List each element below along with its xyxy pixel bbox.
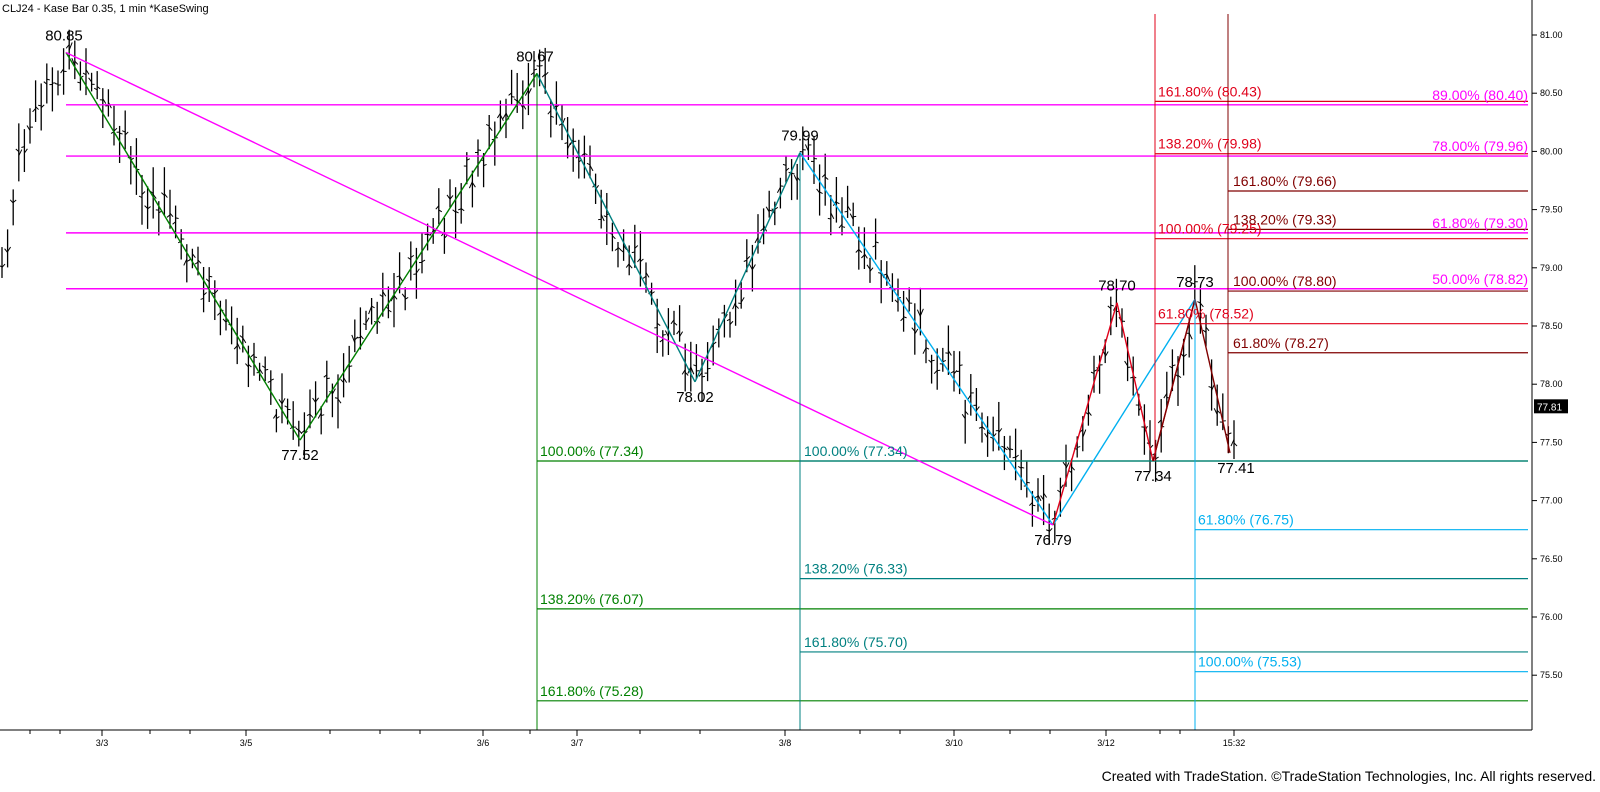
swing-line	[300, 73, 537, 440]
chart-labels: 89.00% (80.40) 78.00% (79.96) 61.80% (79.3…	[45, 27, 1528, 698]
swing-line	[66, 52, 300, 440]
bar-close-tick	[1021, 467, 1024, 468]
bar-close-tick	[349, 366, 352, 367]
bar-close-tick	[209, 276, 212, 277]
swing-point-label: 77.41	[1217, 460, 1255, 477]
bar-open-tick	[357, 337, 360, 338]
chart-title: CLJ24 - Kase Bar 0.35, 1 min *KaseSwing	[2, 3, 209, 15]
y-tick-label: 79.00	[1540, 263, 1563, 273]
swing-point-label: 80.67	[516, 48, 554, 65]
fib-label: 61.80% (78.52)	[1158, 306, 1254, 322]
fib-label: 138.20% (76.07)	[540, 591, 644, 607]
y-tick-label: 75.50	[1540, 670, 1563, 680]
y-tick-label: 79.50	[1540, 205, 1563, 215]
price-axis: 81.00 80.50 80.00 79.50 79.00 78.50 78.00 77.50…	[1532, 0, 1568, 730]
swing-point-label: 79.99	[781, 128, 819, 145]
bar-open-tick	[335, 398, 338, 399]
x-tick-label: 3/3	[96, 738, 109, 748]
bar-open-tick	[537, 66, 540, 67]
swing-line	[537, 73, 695, 381]
bar-close-tick	[254, 357, 257, 358]
bar-close-tick	[478, 150, 481, 151]
fib-label: 100.00% (75.53)	[1198, 654, 1302, 670]
fib-label: 100.00% (78.80)	[1233, 273, 1337, 289]
swing-line	[1117, 303, 1153, 461]
fib-label: 161.80% (79.66)	[1233, 173, 1337, 189]
y-tick-label: 80.50	[1540, 88, 1563, 98]
bar-open-tick	[828, 218, 831, 219]
swing-point-label: 80.85	[45, 27, 83, 44]
swing-point-label: 78.02	[676, 389, 714, 406]
fib-label: 138.20% (76.33)	[804, 561, 908, 577]
fib-label: 138.20% (79.98)	[1158, 136, 1262, 152]
time-axis: 3/3 3/5 3/6 3/7 3/8 3/10 3/12 15:32	[0, 730, 1532, 748]
fib-label: 100.00% (77.34)	[804, 443, 908, 459]
swing-line	[1195, 299, 1230, 453]
y-tick-label: 80.00	[1540, 146, 1563, 156]
price-bars	[0, 30, 1237, 545]
swing-line	[1053, 303, 1117, 525]
x-tick-label: 3/8	[779, 738, 792, 748]
bar-close-tick	[960, 365, 963, 366]
bar-close-tick	[1027, 482, 1030, 483]
fib-label: 61.80% (76.75)	[1198, 512, 1294, 528]
fib-label: 89.00% (80.40)	[1432, 87, 1528, 103]
fib-label: 161.80% (80.43)	[1158, 83, 1262, 99]
y-tick-label: 77.00	[1540, 496, 1563, 506]
x-tick-label: 3/10	[945, 738, 963, 748]
fib-label: 78.00% (79.96)	[1432, 138, 1528, 154]
bar-open-tick	[800, 151, 803, 152]
bar-close-tick	[265, 369, 268, 370]
bar-open-tick	[38, 105, 41, 106]
bar-open-tick	[55, 84, 58, 85]
swing-lines	[66, 14, 1230, 730]
swing-point-label: 77.52	[281, 447, 319, 464]
bar-open-tick	[632, 252, 635, 253]
y-tick-label: 76.00	[1540, 612, 1563, 622]
x-tick-label: 15:32	[1223, 738, 1246, 748]
y-tick-label: 77.50	[1540, 437, 1563, 447]
fib-label: 100.00% (77.34)	[540, 443, 644, 459]
fib-label: 61.80% (78.27)	[1233, 335, 1329, 351]
bar-close-tick	[1010, 449, 1013, 450]
y-tick-label: 76.50	[1540, 554, 1563, 564]
swing-line	[695, 153, 800, 382]
fib-label: 138.20% (79.33)	[1233, 211, 1337, 227]
fib-label: 50.00% (78.82)	[1432, 271, 1528, 287]
x-tick-label: 3/12	[1097, 738, 1115, 748]
x-tick-label: 3/5	[240, 738, 253, 748]
y-tick-label: 78.50	[1540, 321, 1563, 331]
x-tick-label: 3/7	[571, 738, 584, 748]
swing-point-label: 76.79	[1034, 532, 1072, 549]
bar-close-tick	[663, 335, 666, 336]
fib-label: 161.80% (75.70)	[804, 634, 908, 650]
swing-point-label: 78.70	[1098, 278, 1136, 295]
x-tick-label: 3/6	[477, 738, 490, 748]
bar-close-tick	[512, 97, 515, 98]
swing-point-label: 77.34	[1134, 468, 1172, 485]
y-tick-label: 78.00	[1540, 379, 1563, 389]
y-tick-label: 81.00	[1540, 30, 1563, 40]
bar-close-tick	[1032, 505, 1035, 506]
swing-point-label: 78.73	[1176, 274, 1214, 291]
bar-close-tick	[708, 368, 711, 369]
bar-open-tick	[878, 273, 881, 274]
fib-label: 161.80% (75.28)	[540, 683, 644, 699]
bar-close-tick	[702, 376, 705, 377]
bar-open-tick	[105, 105, 108, 106]
last-price-label: 77.81	[1537, 402, 1562, 413]
fib-label: 61.80% (79.30)	[1432, 215, 1528, 231]
bar-close-tick	[932, 360, 935, 361]
credit-text: Created with TradeStation. ©TradeStation…	[1102, 768, 1596, 784]
swing-line	[800, 153, 1053, 525]
bar-close-tick	[176, 218, 179, 219]
